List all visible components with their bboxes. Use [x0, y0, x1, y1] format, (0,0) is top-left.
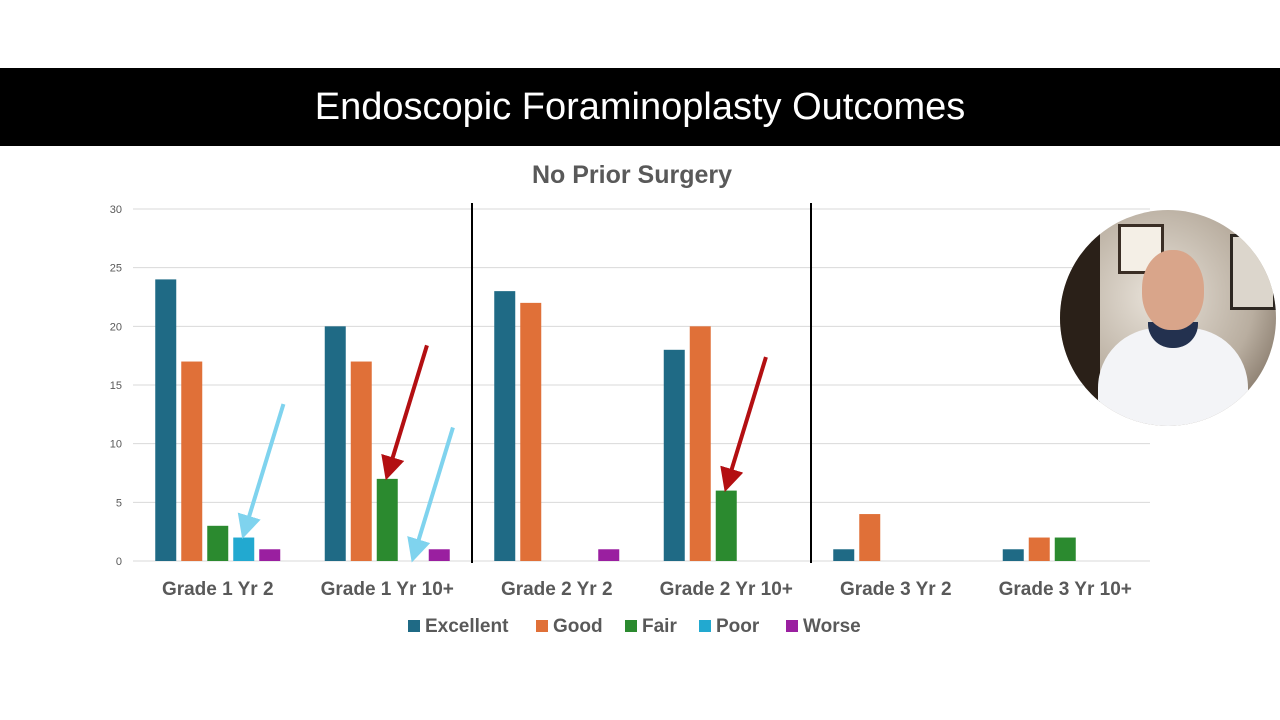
annotation-arrow [720, 356, 768, 493]
webcam-background [1060, 210, 1100, 426]
bar-fair [1054, 537, 1076, 561]
bar-fair [715, 490, 737, 561]
bar-worse [259, 549, 281, 561]
annotation-arrow [237, 403, 286, 540]
legend-label: Excellent [425, 616, 509, 637]
annotation-arrow [407, 426, 455, 563]
presenter-webcam [1060, 210, 1276, 426]
bar-excellent [833, 549, 855, 561]
legend-label: Good [553, 616, 603, 637]
slide-title-band: Endoscopic Foraminoplasty Outcomes [0, 68, 1280, 146]
legend-label: Poor [716, 616, 760, 637]
bar-good [1028, 537, 1050, 561]
bar-excellent [494, 291, 516, 561]
bar-excellent [155, 279, 177, 561]
x-category-label: Grade 3 Yr 10+ [999, 579, 1132, 600]
slide-title: Endoscopic Foraminoplasty Outcomes [314, 85, 966, 128]
y-tick-label: 20 [110, 321, 122, 333]
legend-swatch [536, 620, 548, 632]
bar-excellent [324, 326, 346, 561]
y-tick-label: 30 [110, 204, 122, 216]
legend-swatch [625, 620, 637, 632]
legend-swatch [699, 620, 711, 632]
bar-worse [598, 549, 620, 561]
y-tick-label: 15 [110, 380, 122, 392]
legend-label: Worse [803, 616, 861, 637]
bar-good [181, 361, 203, 561]
bar-excellent [1002, 549, 1024, 561]
bar-worse [428, 549, 450, 561]
y-tick-label: 0 [116, 556, 122, 568]
x-category-label: Grade 1 Yr 10+ [321, 579, 454, 600]
bar-good [689, 326, 711, 561]
x-category-label: Grade 2 Yr 2 [501, 579, 613, 600]
bar-good [859, 514, 881, 561]
bar-poor [233, 537, 255, 561]
legend-swatch [408, 620, 420, 632]
chart-title: No Prior Surgery [532, 161, 732, 189]
legend-label: Fair [642, 616, 677, 637]
bar-good [350, 361, 372, 561]
x-category-label: Grade 2 Yr 10+ [660, 579, 793, 600]
presenter-head [1142, 250, 1204, 330]
annotation-arrow [381, 344, 429, 481]
x-category-label: Grade 1 Yr 2 [162, 579, 274, 600]
y-tick-label: 10 [110, 439, 122, 451]
y-tick-label: 5 [116, 497, 122, 509]
bar-fair [376, 478, 398, 561]
legend-swatch [786, 620, 798, 632]
bar-excellent [663, 349, 685, 561]
bar-fair [207, 525, 229, 561]
bar-good [520, 302, 542, 561]
x-category-label: Grade 3 Yr 2 [840, 579, 952, 600]
wall-frame [1230, 234, 1276, 310]
y-tick-label: 25 [110, 263, 122, 275]
